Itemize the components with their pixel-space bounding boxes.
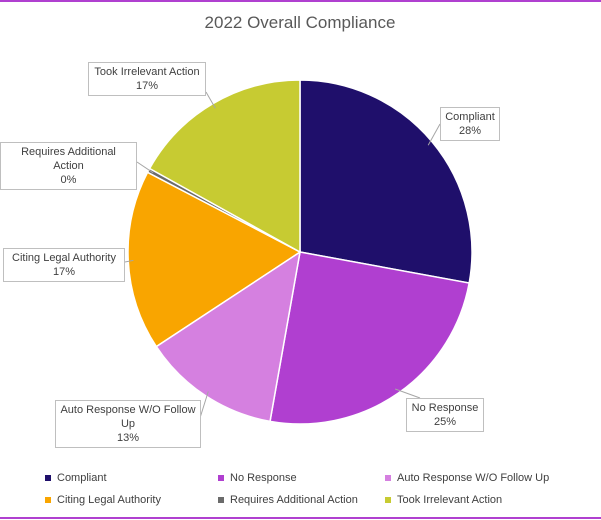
label-category: Compliant <box>445 111 495 123</box>
leader-line <box>427 123 441 146</box>
legend-label: Took Irrelevant Action <box>397 494 503 506</box>
leader-line <box>395 388 421 399</box>
legend-item: Auto Response W/O Follow Up <box>385 472 549 484</box>
label-value: 17% <box>135 80 159 92</box>
legend-swatch <box>218 475 224 481</box>
data-label: Requires Additional Action 0% <box>0 142 137 190</box>
legend-label: Citing Legal Authority <box>57 494 161 506</box>
legend-swatch <box>385 475 391 481</box>
label-value: 28% <box>458 125 482 137</box>
legend-swatch <box>45 475 51 481</box>
legend-item: Compliant <box>45 472 107 484</box>
leader-line <box>205 91 216 109</box>
legend-swatch <box>218 497 224 503</box>
label-category: Requires Additional Action <box>21 146 116 172</box>
leader-line <box>124 259 134 263</box>
label-category: Citing Legal Authority <box>12 252 116 264</box>
leader-line <box>199 391 209 419</box>
legend-item: Citing Legal Authority <box>45 494 161 506</box>
legend-item: No Response <box>218 472 297 484</box>
legend-label: Compliant <box>57 472 107 484</box>
pie-slice <box>127 171 302 348</box>
legend-swatch <box>385 497 391 503</box>
legend-label: Requires Additional Action <box>230 494 358 506</box>
label-category: Auto Response W/O Follow Up <box>60 404 196 430</box>
legend-label: Auto Response W/O Follow Up <box>397 472 550 484</box>
chart-title: 2022 Overall Compliance <box>205 13 396 32</box>
legend-item: Took Irrelevant Action <box>385 494 502 506</box>
label-value: 25% <box>433 416 457 428</box>
data-label: Compliant 28% <box>440 107 500 141</box>
pie-slice <box>299 79 473 284</box>
data-label: Citing Legal Authority 17% <box>3 248 125 282</box>
data-label: Took Irrelevant Action 17% <box>88 62 206 96</box>
label-category: No Response <box>411 402 479 414</box>
legend-label: No Response <box>230 472 297 484</box>
data-label: No Response 25% <box>406 398 484 432</box>
leader-line <box>136 161 154 174</box>
label-category: Took Irrelevant Action <box>94 66 200 78</box>
legend-item: Requires Additional Action <box>218 494 358 506</box>
label-value: 13% <box>116 432 140 444</box>
label-value: 17% <box>52 266 76 278</box>
legend-swatch <box>45 497 51 503</box>
data-label: Auto Response W/O Follow Up 13% <box>55 400 201 448</box>
label-value: 0% <box>60 174 77 186</box>
pie-slice <box>269 251 471 425</box>
pie-slice <box>155 250 302 423</box>
